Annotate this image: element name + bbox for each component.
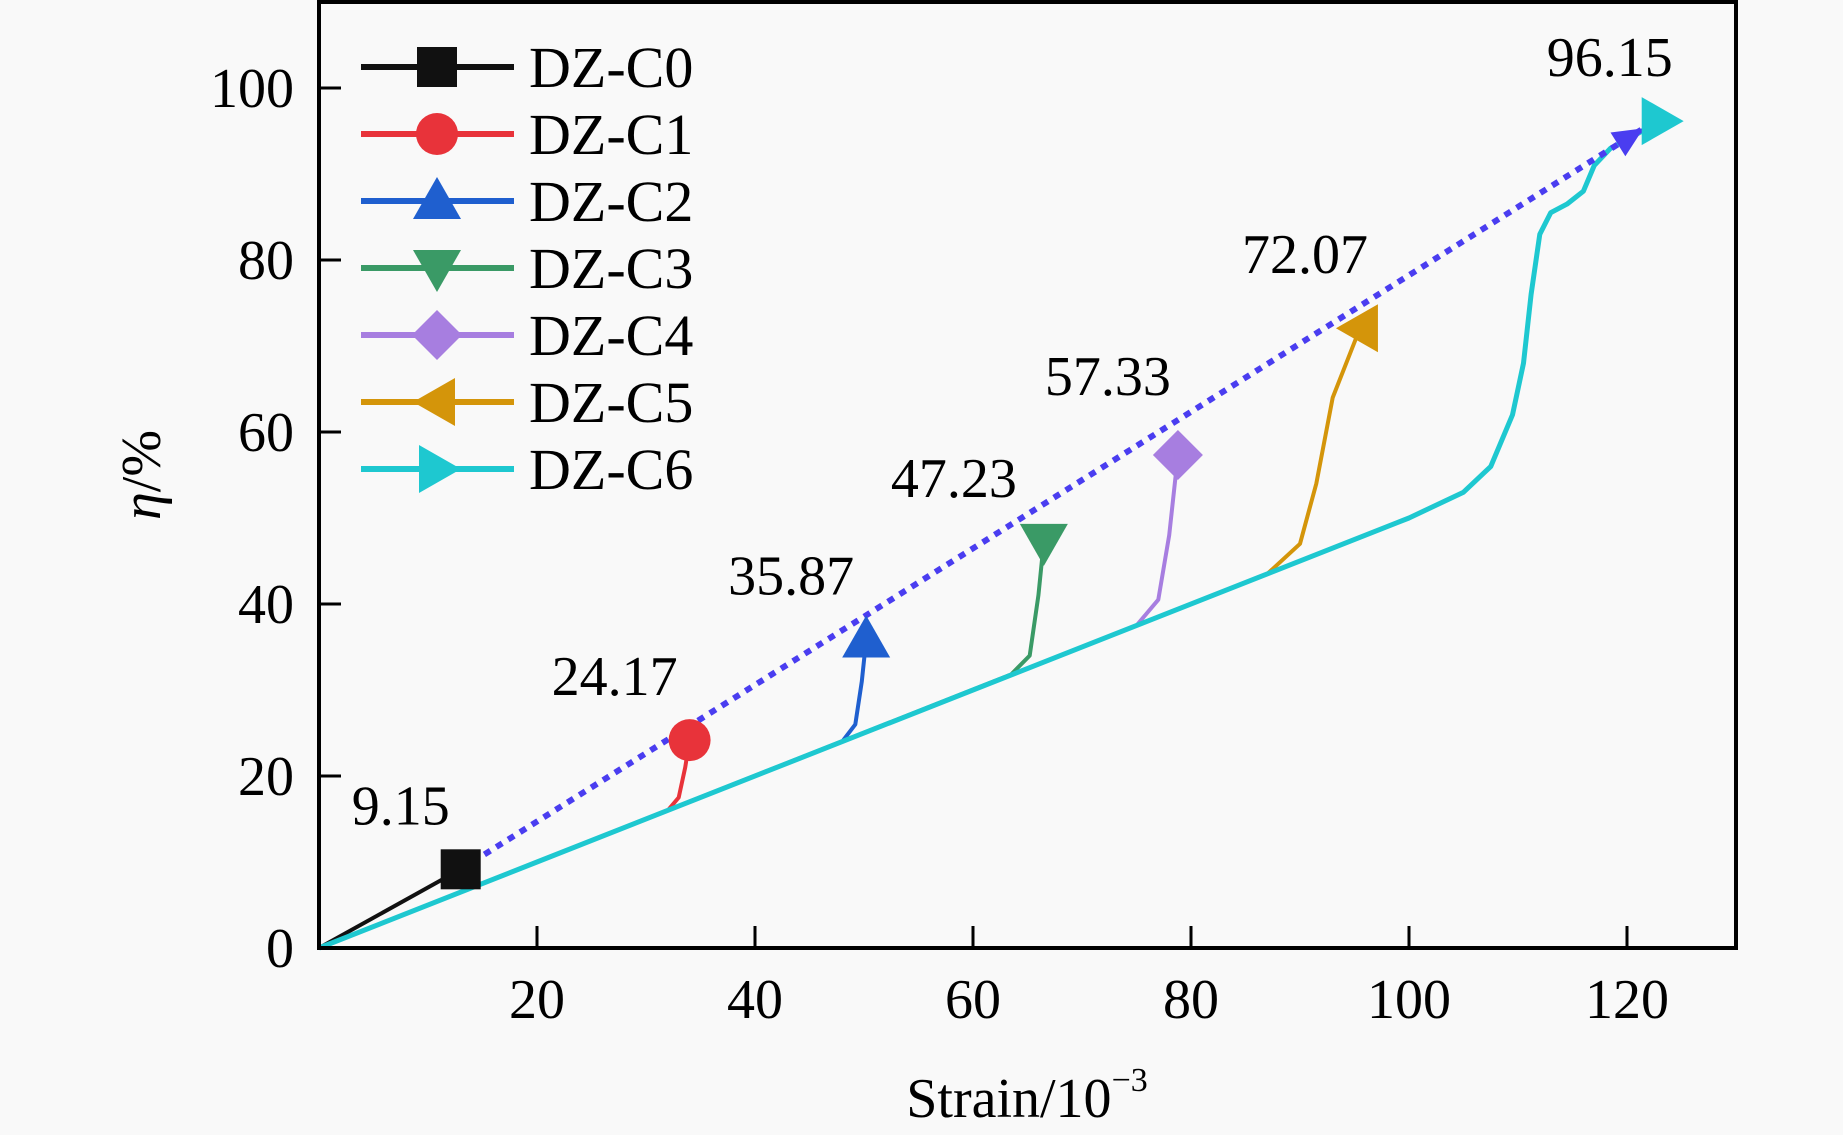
curve-dz-c6 <box>318 118 1661 951</box>
legend-label-dz-c5: DZ-C5 <box>529 370 693 435</box>
y-tick-label: 100 <box>210 58 294 120</box>
legend-marker-dz-c1 <box>416 113 458 155</box>
legend-label-dz-c4: DZ-C4 <box>529 303 693 368</box>
end-marker-dz-c0 <box>440 849 481 890</box>
x-axis-label: Strain/10−3 <box>906 1062 1148 1130</box>
data-label-dz-c5: 72.07 <box>1242 224 1368 286</box>
legend-label-dz-c0: DZ-C0 <box>529 35 693 100</box>
x-tick-label: 120 <box>1585 969 1669 1031</box>
data-label-dz-c4: 57.33 <box>1045 346 1171 408</box>
curve-dz-c0 <box>318 867 462 950</box>
legend-marker-dz-c3 <box>413 250 461 292</box>
legend-label-dz-c6: DZ-C6 <box>529 437 693 502</box>
data-label-dz-c6: 96.15 <box>1547 27 1673 89</box>
x-tick-label: 20 <box>509 969 565 1031</box>
legend-label-dz-c3: DZ-C3 <box>529 236 693 301</box>
y-tick-label: 40 <box>238 574 294 636</box>
y-tick-label: 80 <box>238 230 294 292</box>
x-tick-label: 80 <box>1163 969 1219 1031</box>
y-tick-label: 20 <box>238 746 294 808</box>
trend-line <box>459 125 1645 872</box>
series-curves <box>318 118 1661 951</box>
legend-marker-dz-c4 <box>412 310 462 360</box>
axes: 20 40 60 80 100 120 0 20 40 60 80 100 <box>210 0 1738 1031</box>
legend-marker-dz-c5 <box>413 378 455 426</box>
series-markers <box>440 97 1684 890</box>
end-marker-dz-c2 <box>842 615 891 658</box>
x-tick-label: 60 <box>945 969 1001 1031</box>
y-tick-label: 0 <box>266 918 294 980</box>
end-marker-dz-c6 <box>1641 97 1684 146</box>
data-label-dz-c2: 35.87 <box>728 546 854 608</box>
end-marker-dz-c5 <box>1335 304 1378 353</box>
x-tick-label: 100 <box>1367 969 1451 1031</box>
legend-marker-dz-c6 <box>419 445 461 493</box>
x-tick-label: 40 <box>727 969 783 1031</box>
trend-dashed-line <box>459 125 1645 872</box>
legend-marker-dz-c2 <box>413 177 461 219</box>
y-tick-label: 60 <box>238 402 294 464</box>
end-marker-dz-c3 <box>1019 523 1068 566</box>
legend-marker-dz-c0 <box>417 47 457 87</box>
legend-label-dz-c2: DZ-C2 <box>529 169 693 234</box>
data-labels: 9.15 24.17 35.87 47.23 57.33 72.07 96.15 <box>352 27 1673 837</box>
end-marker-dz-c1 <box>668 719 711 762</box>
data-label-dz-c1: 24.17 <box>552 646 678 708</box>
data-label-dz-c0: 9.15 <box>352 775 450 837</box>
end-marker-dz-c4 <box>1152 429 1203 480</box>
y-axis-label: η/% <box>111 430 173 520</box>
plot-frame <box>317 0 1738 950</box>
data-label-dz-c3: 47.23 <box>891 448 1017 510</box>
legend-label-dz-c1: DZ-C1 <box>529 102 693 167</box>
trend-arrowhead <box>1610 128 1644 157</box>
